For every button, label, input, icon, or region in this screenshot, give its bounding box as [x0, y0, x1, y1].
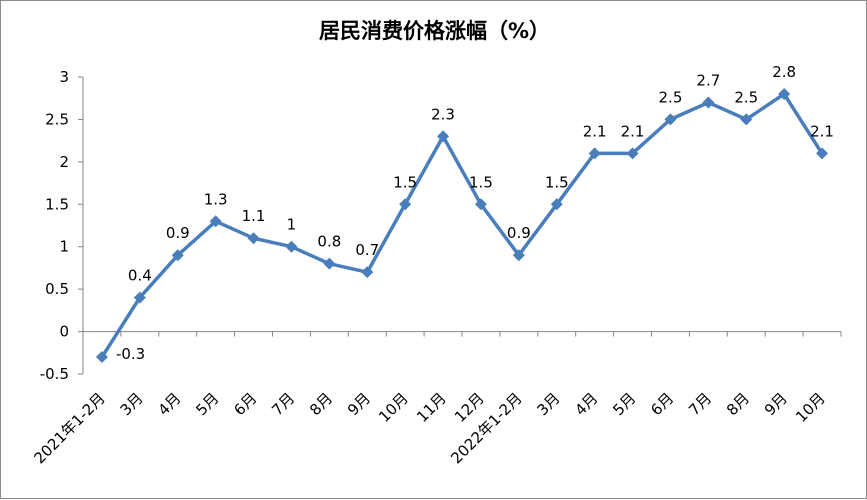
data-label: 2.1: [583, 122, 607, 140]
x-tick-label: 4月: [571, 389, 601, 419]
y-tick-label: -0.5: [40, 365, 69, 383]
data-point: [816, 147, 829, 160]
x-tick-label: 3月: [117, 389, 147, 419]
data-label: 0.9: [166, 224, 190, 242]
data-label: 2.3: [431, 105, 455, 123]
x-tick-label: 5月: [192, 389, 222, 419]
data-point: [512, 249, 525, 262]
x-tick-label: 9月: [761, 389, 791, 419]
data-point: [361, 266, 374, 279]
data-point: [323, 257, 336, 270]
data-label: 1.5: [469, 173, 493, 191]
data-label: 2.8: [772, 63, 796, 81]
data-point: [285, 240, 298, 253]
data-point: [399, 198, 412, 211]
data-point: [133, 291, 146, 304]
data-point: [437, 130, 450, 143]
data-point: [664, 113, 677, 126]
x-tick-label: 6月: [230, 389, 260, 419]
data-point: [740, 113, 753, 126]
label-layer: 2021年1-2月 3月 4月 5月 6月 7月 8月 9月 10月 11月 12月2022年1-2…: [31, 63, 834, 467]
x-tick-label: 9月: [344, 389, 374, 419]
x-tick-label: 8月: [306, 389, 336, 419]
data-label: 2.1: [621, 122, 645, 140]
data-label: 1.1: [242, 207, 266, 225]
x-tick-label: 8月: [723, 389, 753, 419]
data-label: -0.3: [116, 345, 145, 363]
y-tick-label: 0.5: [45, 280, 69, 298]
y-tick-label: 0: [59, 323, 69, 341]
data-label: 1.5: [545, 173, 569, 191]
data-label: 1.5: [393, 173, 417, 191]
data-point: [778, 87, 791, 100]
data-point: [588, 147, 601, 160]
data-point: [209, 215, 222, 228]
data-label: 0.7: [355, 241, 379, 259]
data-label: 2.5: [734, 88, 758, 106]
y-tick-label: 3: [59, 68, 69, 86]
data-label: 1: [287, 216, 297, 234]
data-point: [247, 232, 260, 245]
x-tick-label: 5月: [609, 389, 639, 419]
data-point: [626, 147, 639, 160]
x-tick-label: 7月: [268, 389, 298, 419]
x-tick-label: 10月: [792, 389, 829, 426]
data-point: [95, 351, 108, 364]
data-point: [550, 198, 563, 211]
x-tick-label: 7月: [685, 389, 715, 419]
data-label: 0.4: [128, 267, 152, 285]
x-tick-label: 6月: [647, 389, 677, 419]
data-point: [702, 96, 715, 109]
x-tick-label: 11月: [413, 389, 450, 426]
y-tick-label: 1: [59, 238, 69, 256]
data-label: 1.3: [204, 190, 228, 208]
x-tick-label: 4月: [154, 389, 184, 419]
y-tick-label: 1.5: [45, 195, 69, 213]
axes-layer: -0.5 0 0.5 1 1.5 2 2.5 3: [40, 68, 842, 383]
data-label: 2.7: [696, 71, 720, 89]
data-point: [171, 249, 184, 262]
data-point: [474, 198, 487, 211]
chart-title: 居民消费价格涨幅（%）: [318, 19, 551, 43]
x-tick-label: 10月: [375, 389, 412, 426]
data-label: 0.9: [507, 224, 531, 242]
x-tick-label: 3月: [533, 389, 563, 419]
data-label: 2.5: [659, 88, 683, 106]
data-label: 0.8: [317, 233, 341, 251]
data-label: 2.1: [810, 122, 834, 140]
y-tick-label: 2.5: [45, 110, 69, 128]
series-layer: [95, 87, 829, 364]
series-line: [100, 92, 824, 358]
x-tick-label: 2021年1-2月: [31, 389, 109, 467]
y-tick-label: 2: [59, 153, 69, 171]
